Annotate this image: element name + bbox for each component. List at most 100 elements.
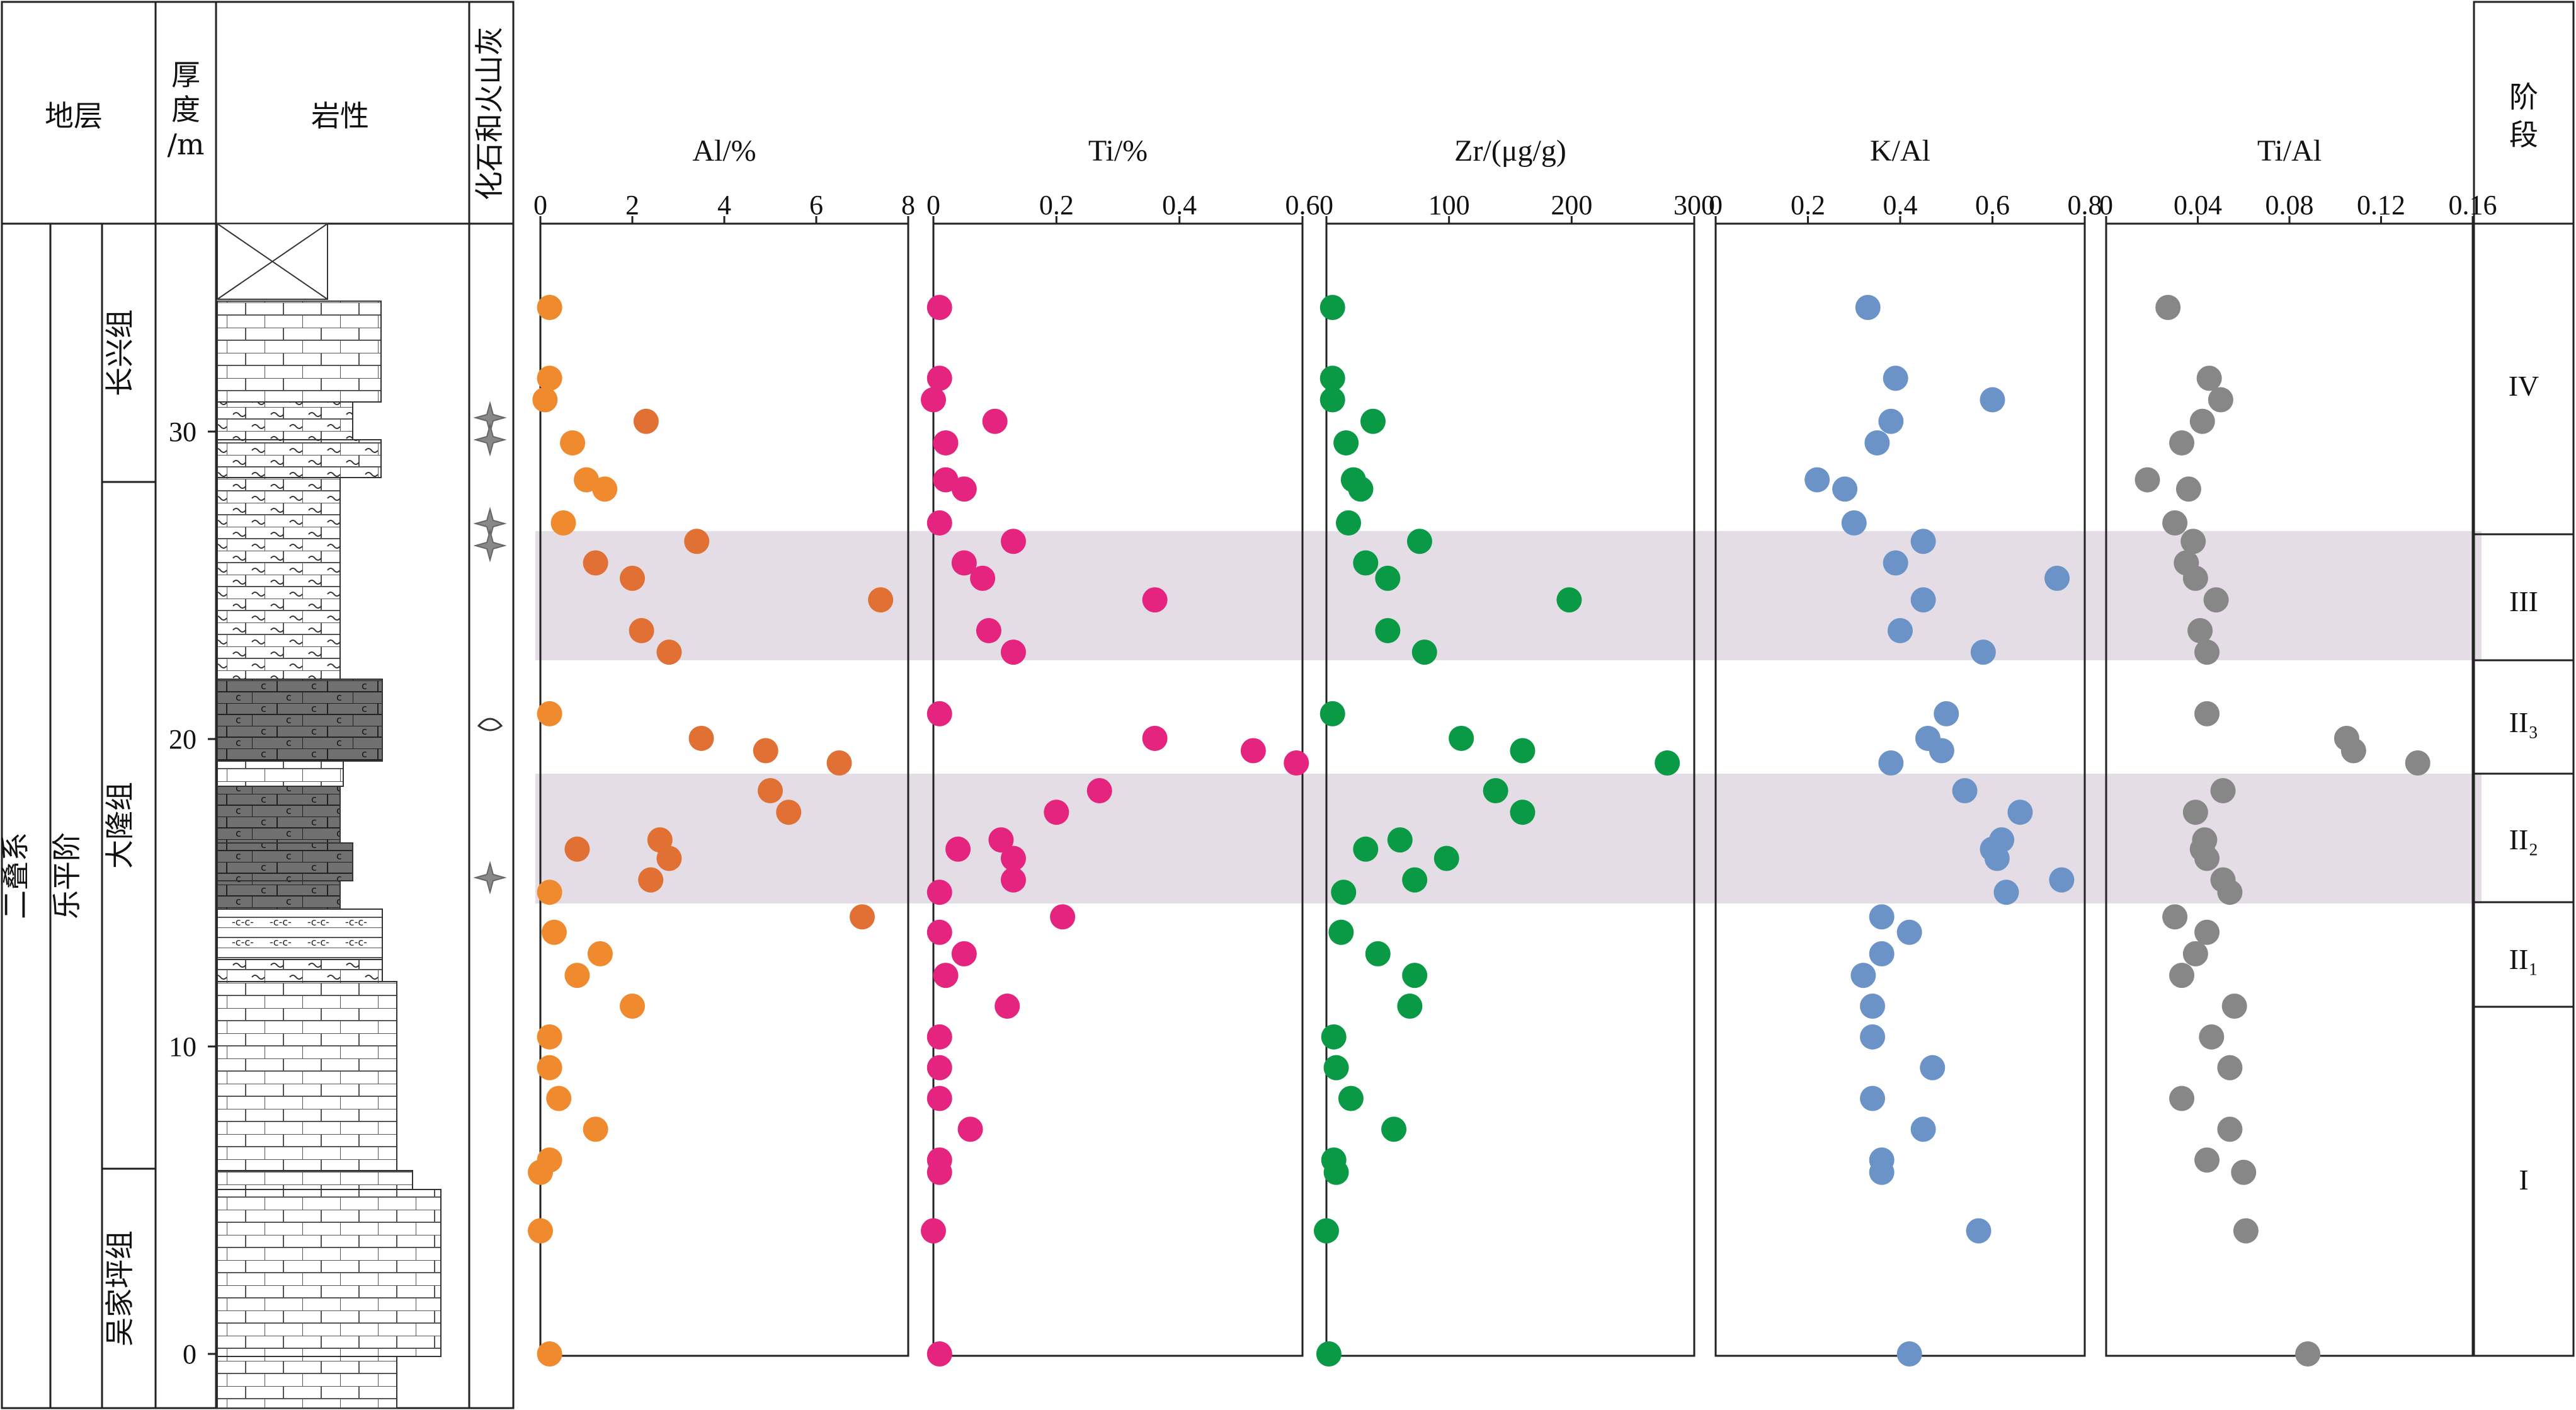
al-point bbox=[868, 587, 894, 613]
kal-point bbox=[1888, 617, 1913, 643]
zr-tick-label: 300 bbox=[1673, 190, 1715, 221]
al-point bbox=[620, 565, 645, 591]
zr-point bbox=[1323, 1055, 1349, 1080]
kal-point bbox=[2049, 867, 2075, 893]
tial-point bbox=[2169, 430, 2195, 456]
zr-point bbox=[1336, 510, 1362, 536]
zr-point bbox=[1333, 430, 1359, 456]
tial-tick-label: 0.08 bbox=[2265, 190, 2314, 221]
al-point bbox=[688, 725, 714, 751]
ti-point bbox=[921, 387, 946, 413]
ti-point bbox=[976, 617, 1001, 643]
tial-point bbox=[2174, 550, 2199, 576]
al-point bbox=[550, 510, 576, 536]
al-point bbox=[684, 529, 710, 554]
depth-tick-20: 20 bbox=[169, 724, 197, 755]
tial-tick-label: 0.04 bbox=[2174, 190, 2222, 221]
ti-point bbox=[933, 430, 959, 456]
ti-point bbox=[1000, 867, 1026, 893]
ti-point bbox=[945, 836, 971, 862]
tial-point bbox=[2231, 1159, 2257, 1185]
tial-point bbox=[2334, 725, 2359, 751]
zr-point bbox=[1321, 1024, 1347, 1050]
kal-point bbox=[1855, 295, 1881, 320]
tial-point bbox=[2169, 1086, 2195, 1111]
zr-point bbox=[1406, 529, 1432, 554]
zr-point bbox=[1338, 1086, 1364, 1111]
kal-point bbox=[1841, 510, 1867, 536]
al-point bbox=[537, 880, 562, 905]
fossil-star-icon bbox=[473, 861, 507, 895]
zr-point bbox=[1353, 550, 1379, 576]
al-point bbox=[656, 639, 682, 665]
zr-tick-label: 200 bbox=[1551, 190, 1592, 221]
zr-point bbox=[1353, 836, 1379, 862]
zr-point bbox=[1655, 750, 1680, 776]
al-tick-label: 4 bbox=[717, 190, 731, 221]
depth-tick-10: 10 bbox=[169, 1031, 197, 1062]
stage-I: I bbox=[2519, 1164, 2528, 1196]
kal-point bbox=[1850, 963, 1876, 989]
ti-point bbox=[982, 408, 1008, 434]
al-point bbox=[537, 295, 562, 320]
al-tick-label: 6 bbox=[809, 190, 823, 221]
kal-tick-label: 0.6 bbox=[1975, 190, 2010, 221]
zr-point bbox=[1375, 565, 1401, 591]
ti-point bbox=[933, 467, 959, 493]
zr-point bbox=[1556, 587, 1582, 613]
ti-point bbox=[1000, 639, 1026, 665]
zr-point bbox=[1449, 725, 1474, 751]
al-point bbox=[532, 387, 558, 413]
kal-point bbox=[1869, 904, 1895, 930]
system-name: 二叠系 bbox=[0, 832, 32, 919]
shell-fossil-icon bbox=[477, 718, 503, 731]
zr-point bbox=[1319, 365, 1345, 391]
zr-point bbox=[1411, 639, 1437, 665]
tial-point bbox=[2233, 1218, 2259, 1244]
lithology-column bbox=[217, 223, 442, 1409]
ti-point bbox=[926, 1086, 952, 1111]
tial-point bbox=[2199, 1024, 2225, 1050]
tial-point bbox=[2182, 941, 2208, 966]
ti-point bbox=[994, 993, 1020, 1019]
header-lithology: 岩性 bbox=[311, 99, 369, 133]
ti-frame bbox=[932, 222, 1304, 1357]
kal-point bbox=[1860, 993, 1886, 1019]
highlight-bands bbox=[535, 531, 2482, 903]
tial-point bbox=[2169, 963, 2195, 989]
tial-point bbox=[2217, 1116, 2243, 1142]
ti-point bbox=[926, 919, 952, 945]
ti-point bbox=[921, 1218, 946, 1244]
kal-point bbox=[1910, 529, 1936, 554]
zr-tick-label: 100 bbox=[1428, 190, 1470, 221]
ti-point bbox=[926, 880, 952, 905]
ti-point bbox=[988, 827, 1014, 853]
zr-title: Zr/(μg/g) bbox=[1454, 134, 1566, 168]
ti-tick-label: 0 bbox=[926, 190, 940, 221]
header-thickness: 厚度/m bbox=[167, 58, 204, 161]
kal-point bbox=[1896, 919, 1922, 945]
tial-point bbox=[2162, 904, 2188, 930]
zr-point bbox=[1402, 867, 1428, 893]
kal-point bbox=[1878, 408, 1904, 434]
depth-tick-0: 0 bbox=[183, 1339, 197, 1370]
al-point bbox=[560, 430, 586, 456]
al-point bbox=[753, 738, 778, 764]
zr-point bbox=[1321, 1147, 1347, 1173]
ti-point bbox=[951, 550, 977, 576]
al-point bbox=[647, 827, 673, 853]
al-point bbox=[587, 941, 613, 966]
kal-tick-label: 0.4 bbox=[1883, 190, 1918, 221]
kal-tick-label: 0.8 bbox=[2068, 190, 2102, 221]
kal-point bbox=[1993, 880, 2019, 905]
tial-point bbox=[2192, 827, 2218, 853]
ti-point bbox=[933, 963, 959, 989]
ti-point bbox=[951, 941, 977, 966]
formation-dalong: 大隆组 bbox=[103, 782, 137, 869]
tial-point bbox=[2162, 510, 2188, 536]
al-tick-label: 2 bbox=[625, 190, 639, 221]
kal-point bbox=[1804, 467, 1830, 493]
zr-point bbox=[1319, 701, 1345, 726]
tial-point bbox=[2180, 529, 2206, 554]
kal-point bbox=[1934, 701, 1959, 726]
